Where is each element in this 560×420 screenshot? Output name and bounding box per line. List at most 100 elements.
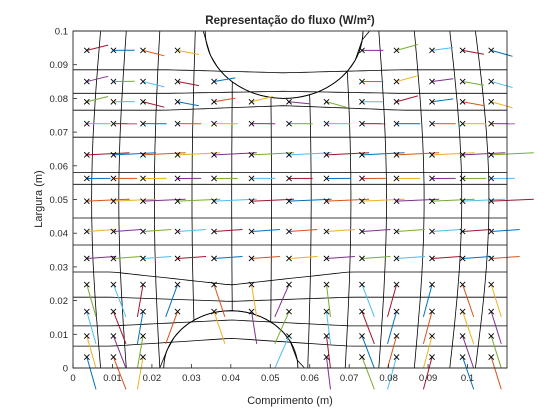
mesh-line-horizontal: [73, 296, 507, 302]
flux-arrow: [177, 81, 199, 87]
centroid-marker: [429, 333, 435, 339]
centroid-marker: [140, 255, 146, 262]
centroid-marker: [323, 255, 330, 262]
centroid-marker: [83, 354, 90, 360]
centroid-marker: [359, 151, 365, 158]
centroid-marker: [359, 78, 365, 85]
centroid-marker: [174, 308, 181, 315]
flux-arrow: [213, 284, 226, 318]
centroid-marker: [359, 308, 365, 315]
centroid-marker: [140, 78, 146, 85]
y-tick-label: 0.02: [50, 296, 69, 307]
centroid-marker: [286, 228, 292, 235]
y-tick-label: 0.01: [50, 330, 69, 341]
flux-arrow: [396, 152, 440, 156]
centroid-marker: [393, 47, 400, 54]
flux-arrow: [422, 335, 433, 369]
centroid-marker: [459, 78, 466, 85]
flux-arrow: [431, 47, 454, 51]
centroid-marker: [488, 333, 495, 339]
centroid-marker: [174, 175, 181, 182]
flux-arrow: [113, 256, 142, 259]
centroid-marker: [393, 151, 400, 158]
centroid-marker: [174, 120, 181, 127]
x-tick-label: 0.06: [300, 373, 319, 384]
centroid-marker: [286, 120, 292, 127]
flux-arrow: [491, 152, 534, 156]
mesh-line-horizontal: [73, 319, 507, 327]
centroid-marker: [110, 47, 117, 54]
centroid-marker: [83, 255, 90, 262]
x-tick-label: 0.01: [103, 373, 122, 384]
flux-arrow: [361, 198, 405, 202]
flux-arrow: [326, 152, 370, 156]
centroid-marker: [83, 175, 90, 182]
x-tick-label: 0: [70, 373, 75, 384]
centroid-marker: [488, 354, 495, 360]
flux-arrow: [274, 335, 290, 369]
centroid-marker: [211, 151, 217, 158]
centroid-marker: [323, 228, 330, 235]
flux-arrow: [462, 356, 475, 390]
flux-arrow: [361, 335, 375, 369]
y-tick-label: 0.09: [50, 60, 69, 71]
flux-arrow: [326, 229, 355, 233]
flux-arrow: [431, 98, 454, 103]
flux-arrow: [325, 356, 331, 390]
centroid-marker: [393, 255, 400, 262]
centroid-marker: [110, 308, 117, 315]
centroid-marker: [83, 281, 90, 288]
flux-arrow: [491, 101, 513, 109]
centroid-marker: [248, 228, 255, 235]
flux-arrow: [142, 229, 172, 233]
flux-arrow: [396, 44, 418, 51]
centroid-marker: [393, 120, 400, 127]
centroid-marker: [488, 255, 495, 262]
centroid-marker: [359, 198, 365, 205]
flux-arrow: [86, 152, 130, 156]
flux-arrow: [432, 229, 461, 233]
centroid-marker: [488, 78, 495, 85]
flux-arrow: [177, 198, 221, 202]
centroid-marker: [459, 175, 466, 182]
flux-arrow: [462, 229, 492, 233]
centroid-marker: [174, 151, 181, 158]
mesh-line-vertical: [307, 94, 312, 369]
centroid-marker: [286, 308, 292, 315]
flux-arrow: [325, 284, 331, 317]
flux-arrow: [361, 311, 375, 345]
flux-arrow: [136, 356, 144, 390]
y-tick-label: 0.07: [50, 128, 69, 139]
centroid-marker: [140, 175, 146, 182]
centroid-marker: [359, 281, 365, 288]
centroid-marker: [459, 198, 466, 205]
flux-arrow: [361, 152, 405, 156]
centroid-marker: [393, 228, 400, 235]
mesh-line-vertical: [91, 30, 101, 369]
centroid-marker: [359, 228, 365, 235]
flux-arrow: [396, 229, 425, 233]
centroid-marker: [323, 151, 330, 158]
centroid-marker: [248, 98, 255, 105]
flux-arrow: [165, 284, 179, 318]
centroid-marker: [83, 47, 90, 54]
flux-arrow: [462, 101, 484, 107]
flux-arrow: [86, 356, 97, 390]
flux-arrow: [490, 311, 502, 345]
centroid-marker: [248, 198, 255, 205]
flux-arrow: [86, 75, 109, 83]
flux-arrow: [462, 284, 475, 318]
flux-arrow: [491, 49, 513, 57]
flux-arrow: [177, 101, 199, 107]
centroid-marker: [323, 354, 330, 360]
centroid-marker: [359, 120, 365, 127]
centroid-marker: [140, 228, 146, 235]
flux-arrow: [274, 311, 290, 345]
centroid-marker: [140, 151, 146, 158]
centroid-marker: [459, 120, 466, 127]
x-tick-label: 0.08: [379, 373, 398, 384]
centroid-marker: [429, 255, 435, 262]
centroid-marker: [83, 98, 90, 105]
flux-arrow: [213, 311, 226, 345]
